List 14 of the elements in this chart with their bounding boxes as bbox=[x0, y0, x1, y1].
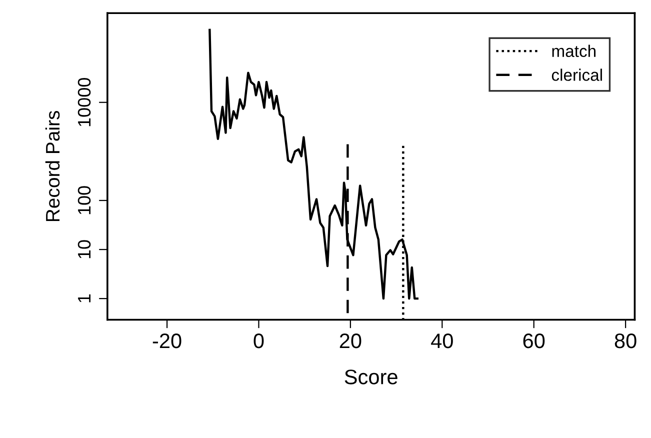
x-axis-title: Score bbox=[344, 370, 398, 384]
legend-label: match bbox=[552, 44, 596, 58]
x-tick-label: 0 bbox=[254, 333, 264, 348]
legend-label: clerical bbox=[552, 68, 602, 81]
y-tick-label: 100 bbox=[78, 186, 91, 214]
x-tick-label: 80 bbox=[614, 333, 636, 348]
x-tick-label: 40 bbox=[431, 333, 453, 348]
y-tick-label: 10 bbox=[78, 240, 91, 258]
y-tick-label: 1 bbox=[78, 294, 90, 302]
x-tick-label: -20 bbox=[152, 333, 182, 348]
y-tick-label: 10000 bbox=[78, 78, 91, 126]
y-axis-title: Record Pairs bbox=[45, 110, 60, 222]
x-tick-label: 60 bbox=[523, 333, 545, 348]
x-tick-label: 20 bbox=[340, 333, 362, 348]
